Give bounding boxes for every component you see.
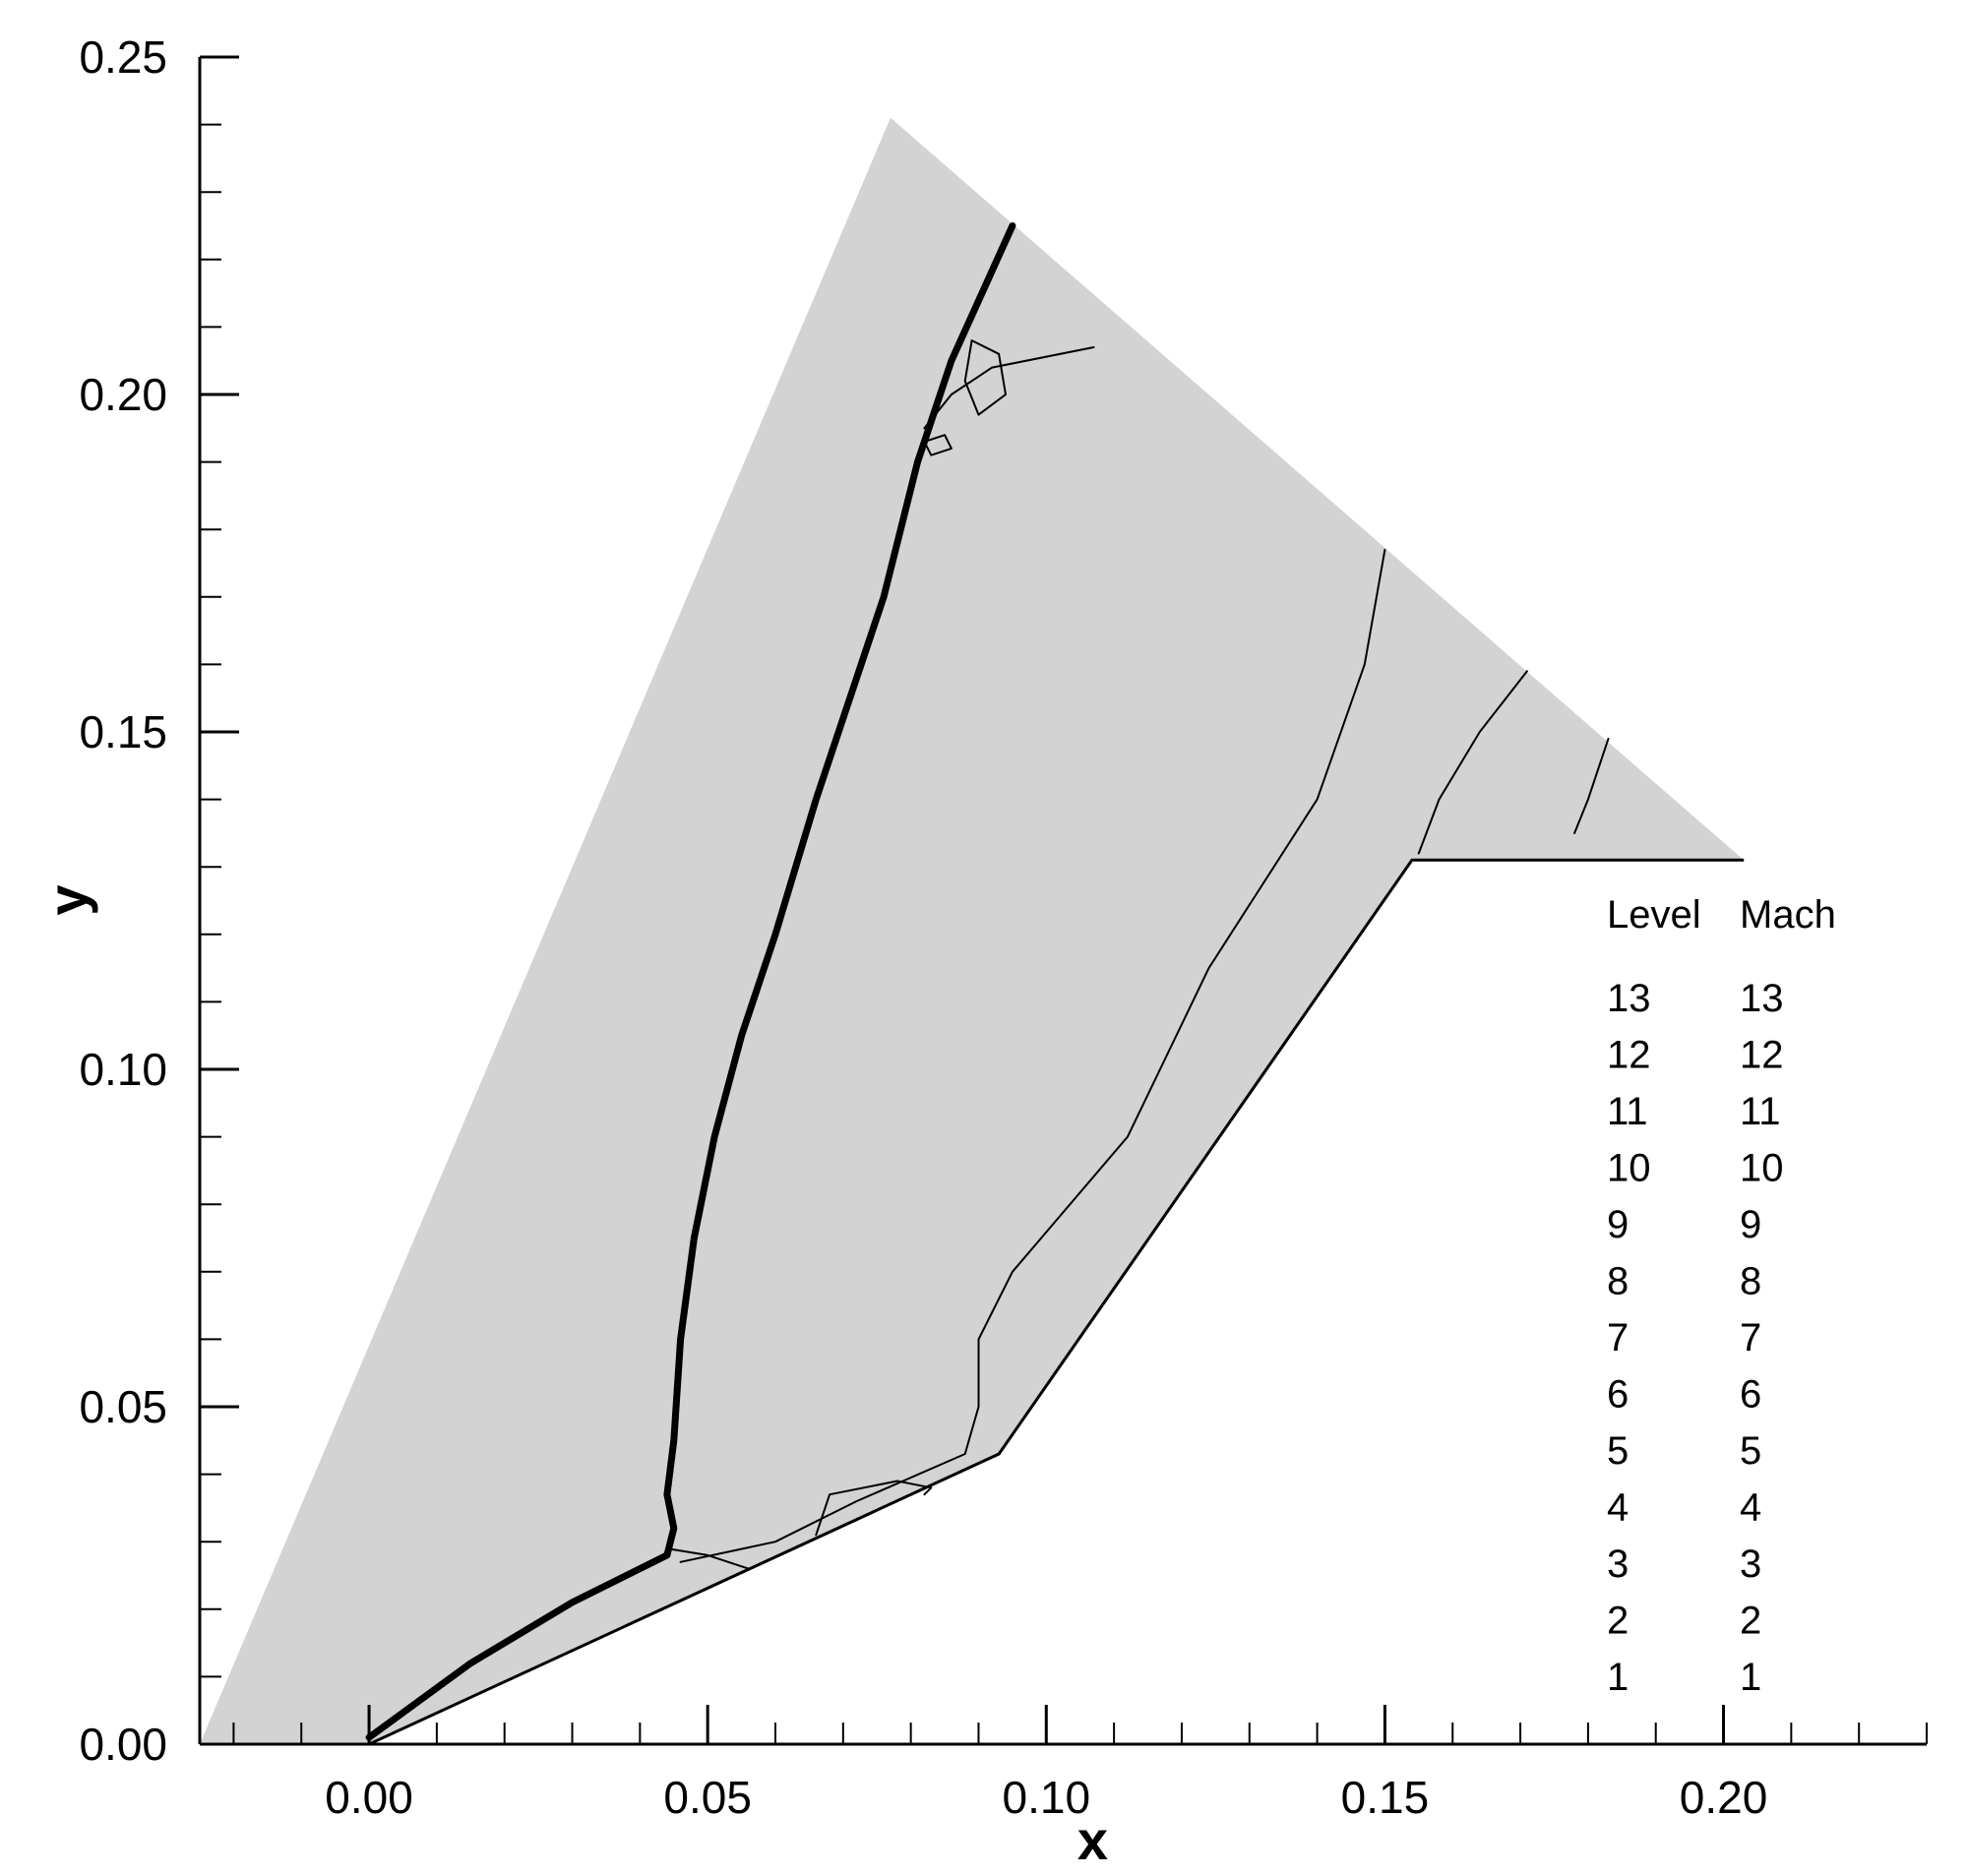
y-tick-label: 0.00 xyxy=(79,1719,167,1770)
contour-main-shock xyxy=(365,222,1016,1741)
legend-level-value: 1 xyxy=(1607,1656,1629,1699)
y-tick-label: 0.20 xyxy=(79,369,167,420)
contour-contour-upper xyxy=(923,346,1095,430)
x-tick-label: 0.15 xyxy=(1341,1772,1430,1823)
contour-sonic-line-2 xyxy=(1417,670,1528,855)
legend-level-value: 9 xyxy=(1607,1203,1629,1246)
legend-mach-value: 5 xyxy=(1740,1429,1761,1473)
legend-level-value: 11 xyxy=(1607,1090,1648,1133)
legend-level-value: 12 xyxy=(1607,1034,1651,1077)
legend-level-value: 13 xyxy=(1607,977,1651,1020)
y-tick-label: 0.05 xyxy=(79,1381,167,1432)
x-tick-label: 0.10 xyxy=(1003,1772,1091,1823)
legend-level-value: 5 xyxy=(1607,1429,1629,1473)
legend-level-value: 7 xyxy=(1607,1316,1629,1360)
mach-contours xyxy=(365,222,1610,1741)
legend-mach-value: 13 xyxy=(1740,977,1784,1020)
contour-island-2 xyxy=(923,434,953,456)
legend-header-level: Level xyxy=(1607,893,1701,937)
legend-level-value: 3 xyxy=(1607,1543,1629,1586)
legend-level-value: 2 xyxy=(1607,1600,1629,1643)
y-axis-title: y xyxy=(36,884,98,915)
legend-mach-value: 4 xyxy=(1740,1486,1761,1530)
legend-level-value: 6 xyxy=(1607,1373,1629,1417)
legend-mach-value: 2 xyxy=(1740,1600,1761,1643)
contour-sonic-line-1 xyxy=(679,548,1386,1563)
legend-header-mach: Mach xyxy=(1740,893,1836,937)
wall-boundary xyxy=(368,858,1745,1746)
legend-mach-value: 7 xyxy=(1740,1316,1761,1360)
legend-level-value: 4 xyxy=(1607,1486,1629,1530)
y-tick-label: 0.25 xyxy=(79,31,167,83)
x-tick-label: 0.05 xyxy=(663,1772,752,1823)
y-tick-label: 0.15 xyxy=(79,706,167,757)
legend-mach-value: 11 xyxy=(1740,1090,1781,1133)
contour-bubble-1 xyxy=(815,1480,933,1537)
x-tick-label: 0.00 xyxy=(325,1772,413,1823)
axes xyxy=(198,57,1927,1746)
y-tick-label: 0.10 xyxy=(79,1044,167,1095)
x-tick-label: 0.20 xyxy=(1680,1772,1768,1823)
legend-mach-value: 3 xyxy=(1740,1543,1761,1586)
legend-mach-value: 12 xyxy=(1740,1034,1784,1077)
axis-ticks: 0.00 0.05 0.10 0.15 0.20 0.00 0.05 0.10 0.15 0.20… xyxy=(79,31,1928,1823)
legend-level-value: 8 xyxy=(1607,1260,1629,1303)
legend-mach-value: 8 xyxy=(1740,1260,1761,1303)
x-axis-title: x xyxy=(1077,1809,1108,1871)
legend-mach-value: 1 xyxy=(1740,1656,1761,1699)
domain-fill xyxy=(200,117,1745,1745)
legend-mach-value: 10 xyxy=(1740,1147,1784,1190)
legend-level-value: 10 xyxy=(1607,1147,1651,1190)
flow-domain xyxy=(200,117,1745,1746)
contour-sonic-line-3 xyxy=(1573,737,1610,834)
legend-mach-value: 9 xyxy=(1740,1203,1761,1246)
legend-mach-value: 6 xyxy=(1740,1373,1761,1417)
contour-island-1 xyxy=(963,339,1007,416)
